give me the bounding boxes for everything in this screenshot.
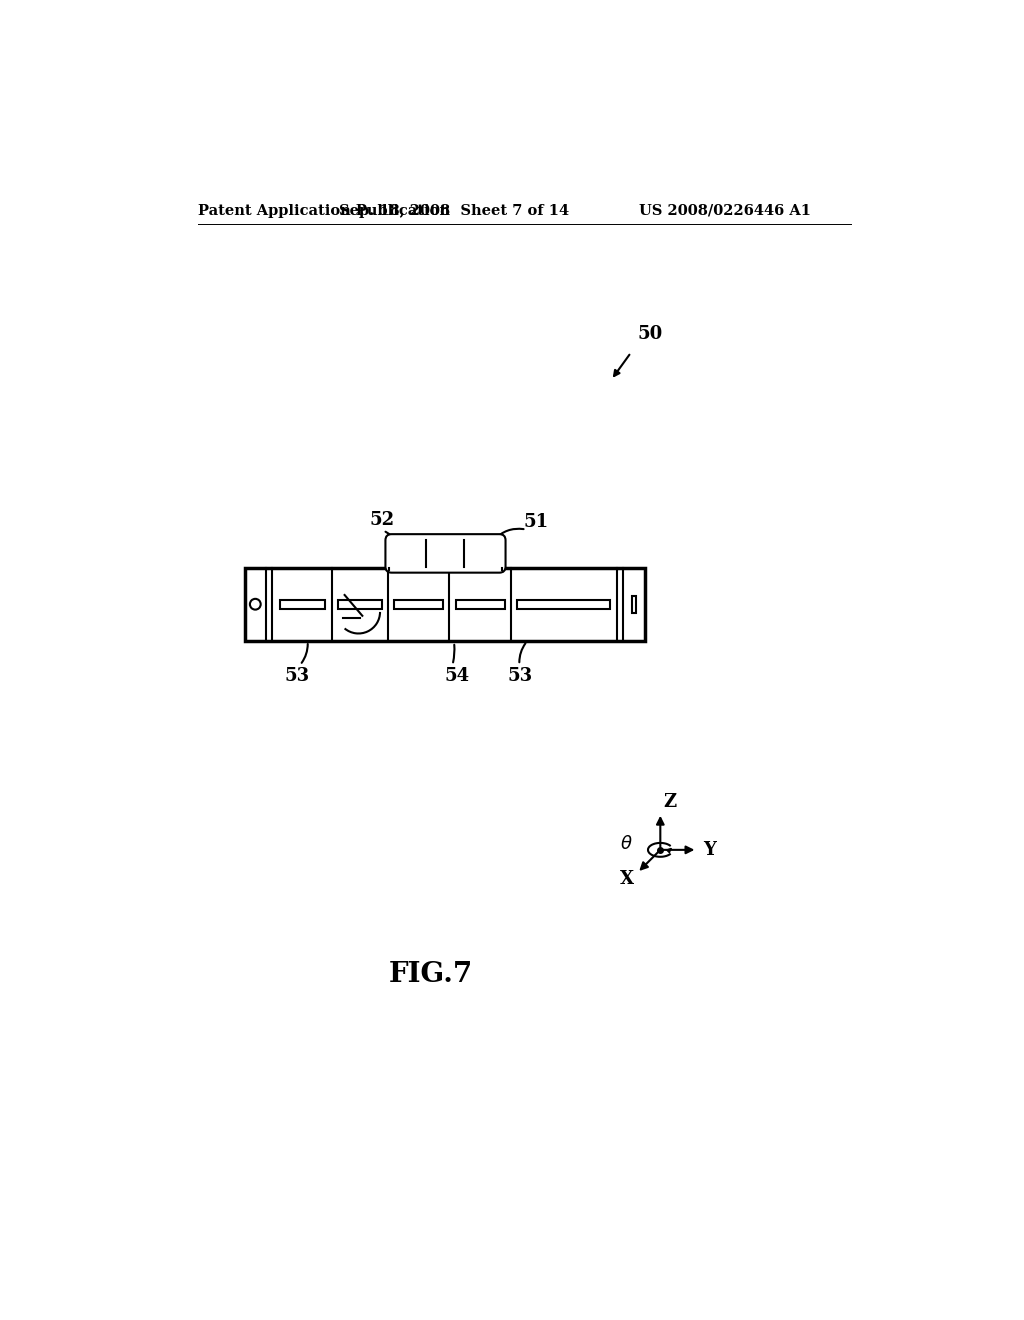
Bar bbox=[394, 599, 443, 609]
Bar bbox=[245, 568, 645, 642]
Text: FIG.7: FIG.7 bbox=[389, 961, 473, 989]
Bar bbox=[456, 599, 505, 609]
Bar bbox=[280, 599, 326, 609]
Text: Z: Z bbox=[664, 793, 677, 810]
Text: 53: 53 bbox=[285, 667, 309, 685]
Text: $\theta$: $\theta$ bbox=[621, 834, 633, 853]
Text: 52: 52 bbox=[370, 511, 394, 529]
FancyBboxPatch shape bbox=[385, 535, 506, 573]
Text: 51: 51 bbox=[523, 513, 549, 531]
Text: 50: 50 bbox=[637, 325, 663, 343]
Bar bbox=[338, 599, 382, 609]
Text: X: X bbox=[620, 870, 634, 888]
Bar bbox=[632, 595, 636, 612]
Text: Y: Y bbox=[703, 841, 717, 859]
Text: Patent Application Publication: Patent Application Publication bbox=[199, 203, 451, 218]
Text: 53: 53 bbox=[508, 667, 532, 685]
Text: Sep. 18, 2008  Sheet 7 of 14: Sep. 18, 2008 Sheet 7 of 14 bbox=[339, 203, 569, 218]
Text: 54: 54 bbox=[444, 667, 470, 685]
Bar bbox=[517, 599, 609, 609]
Text: US 2008/0226446 A1: US 2008/0226446 A1 bbox=[639, 203, 811, 218]
